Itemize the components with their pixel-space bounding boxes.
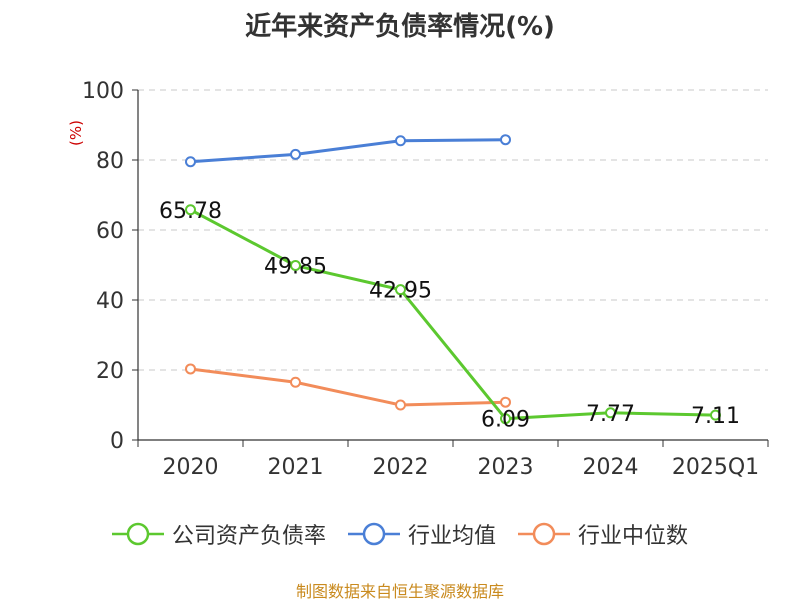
series-2-point-2022: [395, 399, 406, 411]
y-tick-label-80: 80: [96, 149, 124, 174]
series-0-point-2023: [500, 413, 511, 425]
series-1-point-2023: [500, 134, 511, 146]
y-tick-label-60: 60: [96, 219, 124, 244]
data-label-2023: 6.09: [481, 408, 530, 433]
legend-item-0: 公司资产负债率: [111, 518, 326, 550]
legend-swatch-0: [111, 522, 164, 546]
x-tick-label-2020: 2020: [163, 455, 219, 480]
y-tick-label-100: 100: [82, 79, 124, 104]
series-1-point-2021: [290, 148, 301, 160]
legend-label-1: 行业均值: [407, 524, 496, 549]
legend-item-1: 行业均值: [347, 518, 496, 550]
series-0-point-2020: [185, 204, 196, 216]
legend-label-2: 行业中位数: [578, 524, 689, 549]
chart-legend: 公司资产负债率 行业均值 行业中位数: [0, 518, 800, 550]
x-tick-label-2024: 2024: [583, 455, 639, 480]
legend-swatch-1: [347, 522, 400, 546]
x-tick-label-2021: 2021: [268, 455, 324, 480]
series-0-point-2024: [605, 407, 616, 419]
legend-label-0: 公司资产负债率: [171, 524, 326, 549]
data-label-2024: 7.77: [586, 402, 635, 427]
data-label-2021: 49.85: [264, 255, 327, 280]
series-0-point-2021: [290, 260, 301, 272]
x-tick-label-2025Q1: 2025Q1: [672, 455, 759, 480]
series-1-point-2022: [395, 135, 406, 147]
series-2-point-2020: [185, 363, 196, 375]
y-tick-label-20: 20: [96, 359, 124, 384]
data-source-note: 制图数据来自恒生聚源数据库: [295, 582, 504, 601]
data-label-2025Q1: 7.11: [691, 404, 740, 429]
y-tick-label-40: 40: [96, 289, 124, 314]
series-0-point-2022: [395, 284, 406, 296]
chart-title: 近年来资产负债率情况(%): [245, 12, 555, 42]
series-1-point-2020: [185, 156, 196, 168]
x-tick-label-2022: 2022: [373, 455, 429, 480]
series-2-point-2023: [500, 396, 511, 408]
data-label-2020: 65.78: [159, 199, 222, 224]
series-line-1: [190, 138, 506, 164]
series-line-0: [189, 208, 716, 421]
legend-swatch-2: [518, 522, 570, 546]
legend-item-2: 行业中位数: [518, 518, 688, 550]
series-line-2: [190, 367, 506, 407]
x-tick-label-2023: 2023: [478, 455, 534, 480]
y-tick-label-0: 0: [110, 429, 124, 454]
data-label-2022: 42.95: [369, 279, 432, 304]
series-0-point-2025Q1: [710, 409, 721, 421]
series-2-point-2021: [290, 376, 301, 388]
